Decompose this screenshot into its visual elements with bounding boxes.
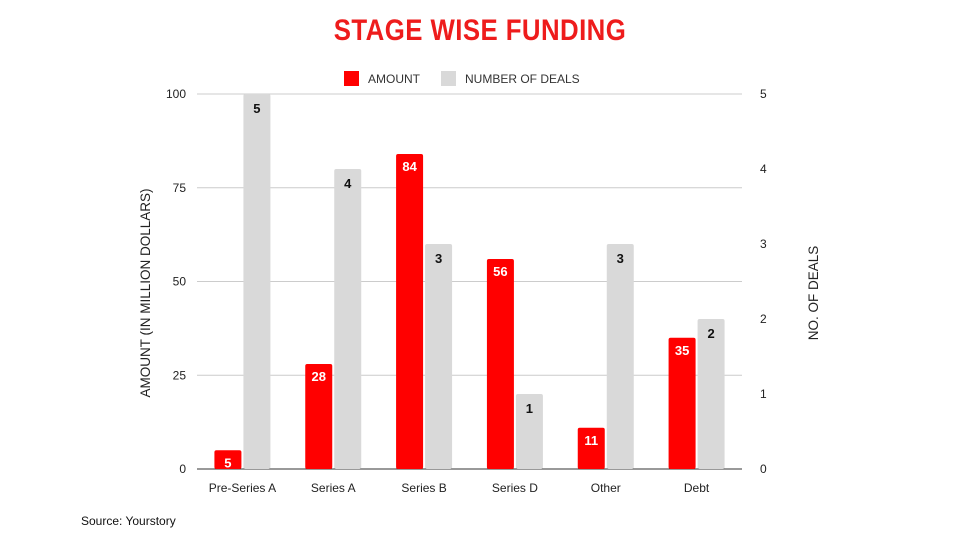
y-tick-label: 75 — [173, 181, 187, 195]
legend: AMOUNT NUMBER OF DEALS — [344, 71, 580, 86]
y2-tick-label: 4 — [760, 162, 767, 176]
data-label-amount: 84 — [402, 159, 417, 174]
data-label-amount: 28 — [312, 369, 326, 384]
bar-amount — [577, 427, 605, 469]
data-label-amount: 56 — [493, 264, 507, 279]
data-label-amount: 11 — [584, 433, 598, 448]
bar-amount — [668, 337, 696, 469]
bar-deals — [334, 169, 362, 469]
y-axis-left-ticks: 0 25 50 75 100 — [166, 87, 186, 476]
bar-deals — [606, 244, 634, 469]
bar-amount — [396, 154, 424, 469]
x-tick-label: Series B — [401, 481, 446, 495]
bar-deals — [425, 244, 453, 469]
y-tick-label: 50 — [173, 275, 187, 289]
y-axis-right-ticks: 0 1 2 3 4 5 — [760, 87, 767, 476]
data-label-deals: 3 — [435, 251, 442, 266]
bar-amount — [305, 364, 333, 469]
bar-deals — [243, 94, 271, 469]
x-tick-label: Debt — [684, 481, 710, 495]
bars — [214, 94, 725, 469]
bar-amount — [214, 450, 242, 469]
y-axis-label: AMOUNT (IN MILLION DOLLARS) — [138, 188, 153, 397]
legend-swatch-amount — [344, 71, 359, 86]
source-note: Source: Yourstory — [81, 514, 176, 528]
x-tick-label: Series D — [492, 481, 538, 495]
bar-amount — [486, 259, 514, 469]
y2-tick-label: 0 — [760, 462, 767, 476]
bar-deals — [697, 319, 725, 469]
data-label-deals: 5 — [253, 101, 260, 116]
bar-deals — [515, 394, 543, 469]
data-label-deals: 4 — [344, 176, 352, 191]
y2-tick-label: 2 — [760, 312, 767, 326]
legend-label-deals: NUMBER OF DEALS — [465, 72, 580, 86]
x-tick-label: Series A — [311, 481, 356, 495]
x-tick-label: Other — [591, 481, 621, 495]
legend-swatch-deals — [441, 71, 456, 86]
gridlines — [197, 93, 742, 470]
data-label-deals: 3 — [617, 251, 624, 266]
legend-label-amount: AMOUNT — [368, 72, 421, 86]
y2-tick-label: 1 — [760, 387, 767, 401]
data-label-amount: 5 — [224, 455, 231, 470]
data-label-amount: 35 — [675, 343, 689, 358]
y2-tick-label: 3 — [760, 237, 767, 251]
chart-title: STAGE WISE FUNDING — [333, 14, 627, 47]
y2-axis-label: NO. OF DEALS — [806, 246, 821, 341]
data-label-deals: 1 — [526, 401, 533, 416]
x-tick-label: Pre-Series A — [209, 481, 276, 495]
y-tick-label: 100 — [166, 87, 186, 101]
data-label-deals: 2 — [707, 326, 714, 341]
y2-tick-label: 5 — [760, 87, 767, 101]
x-axis-ticks: Pre-Series A Series A Series B Series D Othe… — [209, 481, 710, 495]
y-tick-label: 0 — [179, 462, 186, 476]
y-tick-label: 25 — [173, 368, 187, 382]
